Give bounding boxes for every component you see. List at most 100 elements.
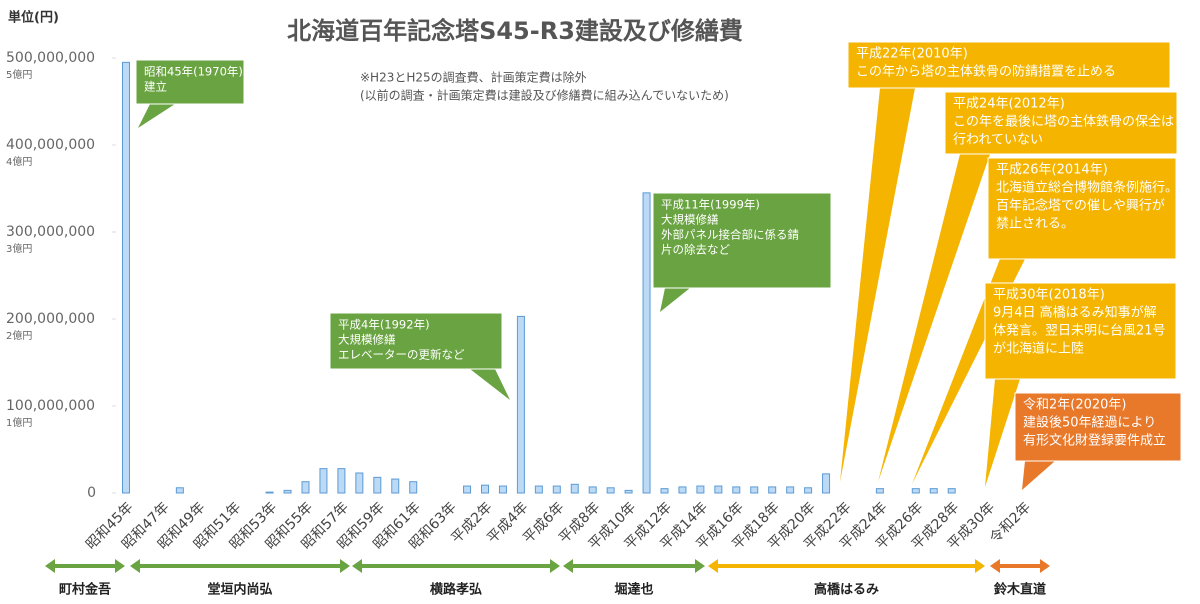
callout-text: この年から塔の主体鉄骨の防錆措置を止める	[856, 64, 1116, 80]
callout-pointer	[985, 379, 1020, 487]
callout-text: 大規模修繕	[338, 333, 396, 347]
callout-text: 平成30年(2018年)	[993, 288, 1105, 303]
bar	[660, 488, 669, 494]
callout-text: 9月4日 高橋はるみ知事が解	[993, 305, 1157, 321]
callout-text: 建立	[144, 80, 167, 94]
callout-text: 平成11年(1999年)	[661, 198, 760, 212]
bar	[678, 486, 687, 494]
callout-pointer	[138, 104, 175, 128]
callout-text: 外部パネル接合部に係る錆	[661, 228, 799, 242]
callout-text: 行われていない	[953, 133, 1043, 148]
bar	[283, 489, 292, 494]
callout-text: 大規模修繕	[661, 213, 719, 227]
bar	[301, 481, 310, 494]
callout-text: 体発言。翌日未明に台風21号	[993, 324, 1166, 339]
governor-name: 堂垣内尚弘	[207, 582, 272, 598]
bar	[732, 486, 741, 494]
callout-text: 平成4年(1992年)	[338, 318, 430, 332]
term-arrow	[115, 559, 125, 573]
bar	[409, 481, 418, 494]
callout-text: 北海道立総合博物館条例施行。	[996, 180, 1178, 196]
y-tick-label: 500,000,000	[6, 50, 95, 66]
callout-box	[944, 91, 1178, 155]
bar	[642, 192, 651, 494]
y-tick-sublabel: 3億円	[6, 242, 32, 255]
callout-box	[135, 59, 245, 105]
callout-text: 平成26年(2014年)	[996, 163, 1108, 178]
y-tick-label: 400,000,000	[6, 137, 95, 153]
note: ※H23とH25の調査費、計画策定費は除外	[360, 70, 587, 85]
callout-text: 禁止される。	[996, 217, 1074, 232]
term-arrow	[695, 559, 705, 573]
term-arrow	[550, 559, 560, 573]
term-arrow	[45, 559, 55, 573]
bar	[355, 472, 364, 494]
callout-box	[987, 157, 1177, 260]
callout-pointer	[840, 88, 915, 482]
callout-box	[329, 312, 503, 370]
callout-text: 平成24年(2012年)	[953, 97, 1065, 112]
bar	[714, 485, 723, 494]
term-arrow	[975, 559, 985, 573]
y-tick-sublabel: 5億円	[6, 68, 32, 81]
y-tick-label: 100,000,000	[6, 398, 95, 414]
bar	[463, 485, 472, 494]
callout-pointer	[660, 288, 690, 312]
bar	[624, 489, 633, 494]
bar	[373, 476, 382, 494]
term-arrow	[990, 559, 1000, 573]
bar	[588, 486, 597, 494]
bar	[929, 488, 938, 494]
bar	[606, 487, 615, 494]
callout-text: 令和2年(2020年)	[1023, 398, 1127, 413]
callout-text: 建設後50年経過により	[1023, 415, 1156, 431]
callout-text: 百年記念塔での催しや興行が	[996, 198, 1165, 214]
bar	[786, 486, 795, 494]
callout-text: 昭和45年(1970年)	[144, 65, 243, 79]
note: (以前の調査・計画策定費は建設及び修繕費に組み込んでいないため)	[360, 88, 729, 103]
bar	[750, 486, 759, 494]
bar	[875, 488, 884, 494]
callout-box	[847, 41, 1171, 89]
y-tick-sublabel: 1億円	[6, 416, 32, 429]
term-arrow	[130, 559, 140, 573]
term-arrow	[352, 559, 362, 573]
bar	[337, 468, 346, 494]
bar	[516, 315, 525, 494]
bar	[175, 487, 184, 494]
unit-label: 単位(円)	[8, 10, 59, 26]
bar	[911, 488, 920, 494]
callout-box	[1014, 392, 1182, 462]
bar	[265, 491, 274, 494]
bar	[822, 473, 831, 494]
y-tick-label: 0	[87, 485, 96, 501]
callout-text: エレベーターの更新など	[338, 348, 465, 362]
callout-text: が北海道に上陸	[993, 341, 1084, 357]
bar	[391, 478, 400, 494]
governor-name: 横路孝弘	[430, 582, 482, 598]
bar	[696, 485, 705, 494]
bar	[481, 484, 489, 494]
chart-title: 北海道百年記念塔S45-R3建設及び修繕費	[287, 17, 743, 45]
term-arrow	[340, 559, 350, 573]
bar	[768, 486, 777, 494]
y-tick-label: 300,000,000	[6, 224, 95, 240]
callout-text: 片の除去など	[661, 243, 730, 257]
term-arrow	[563, 559, 573, 573]
callout-text: この年を最後に塔の主体鉄骨の保全は	[953, 114, 1174, 130]
callout-pointer	[470, 369, 510, 400]
bar	[570, 483, 579, 494]
callout-pointer	[1022, 461, 1055, 490]
y-tick-label: 200,000,000	[6, 311, 95, 327]
callout-pointer	[878, 154, 990, 482]
bar	[498, 485, 507, 494]
governor-name: 高橋はるみ	[814, 582, 879, 598]
callout-box	[984, 282, 1177, 380]
term-arrow	[708, 559, 718, 573]
bar	[534, 485, 543, 494]
callout-text: 平成22年(2010年)	[856, 47, 968, 62]
bar	[552, 485, 561, 494]
governor-name: 堀達也	[614, 582, 653, 598]
governor-name: 鈴木直道	[994, 582, 1046, 598]
